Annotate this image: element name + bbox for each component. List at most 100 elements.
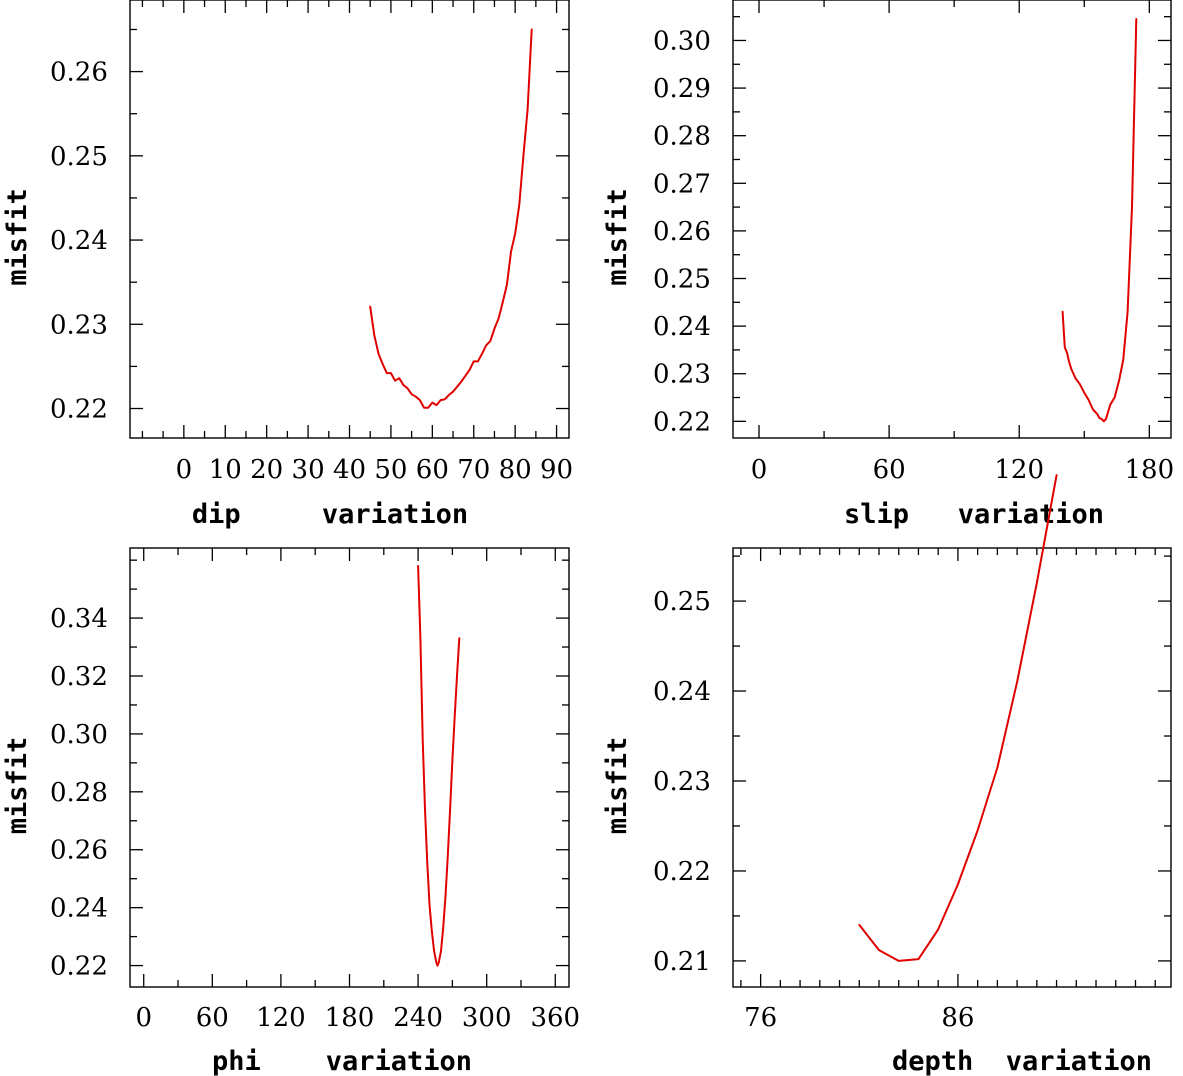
- slip-data-point: [1118, 380, 1120, 382]
- slip-data-point: [1135, 18, 1137, 20]
- depth-y-tick-label: 0.24: [653, 677, 711, 707]
- phi-data-point: [419, 637, 421, 639]
- depth-y-axis-label: misfit: [602, 737, 633, 835]
- slip-x-tick-label: 180: [1124, 455, 1174, 485]
- dip-data-point: [527, 109, 529, 111]
- dip-panel: 0.22 0.23 0.24 0.25 0.26 0 10 20 30 40 50 60 70 80 90 d…: [2, 0, 573, 530]
- slip-y-tick-label: 0.25: [653, 265, 711, 295]
- depth-y-tick-label: 0.22: [653, 857, 711, 887]
- dip-x-tick-label: 10: [209, 455, 242, 485]
- depth-data-point: [858, 924, 860, 926]
- dip-y-axis-label: misfit: [2, 188, 33, 286]
- phi-misfit-curve: [417, 565, 461, 967]
- phi-y-tick-label: 0.26: [50, 836, 108, 866]
- phi-x-tick-label: 180: [325, 1003, 375, 1033]
- dip-x-tick-label: 60: [416, 455, 449, 485]
- phi-data-point: [456, 675, 458, 677]
- dip-data-point: [382, 363, 384, 365]
- dip-data-point: [510, 251, 512, 253]
- phi-data-point: [451, 759, 453, 761]
- slip-data-point: [1105, 418, 1107, 420]
- slip-data-point: [1088, 399, 1090, 401]
- dip-misfit-curve: [369, 28, 533, 409]
- depth-data-point: [917, 958, 919, 960]
- slip-data-point: [1103, 420, 1105, 422]
- phi-x-tick-label: 60: [196, 1003, 229, 1033]
- slip-y-tick-label: 0.22: [653, 407, 711, 437]
- phi-data-point: [447, 855, 449, 857]
- dip-x-axis-label: dip variation: [192, 499, 468, 530]
- dip-data-point: [402, 384, 404, 386]
- phi-data-point: [454, 716, 456, 718]
- dip-data-point: [514, 232, 516, 234]
- depth-x-axis-label: depth variation: [892, 1046, 1152, 1076]
- dip-data-point: [518, 204, 520, 206]
- dip-data-point: [435, 404, 437, 406]
- phi-x-tick-label: 0: [135, 1003, 152, 1033]
- phi-data-point: [422, 739, 424, 741]
- slip-y-tick-label: 0.29: [653, 74, 711, 104]
- dip-data-point: [493, 328, 495, 330]
- dip-x-tick-label: 40: [333, 455, 366, 485]
- slip-misfit-curve: [1061, 18, 1138, 423]
- phi-x-axis-label: phi variation: [212, 1046, 472, 1076]
- phi-x-tick-label: 120: [256, 1003, 306, 1033]
- phi-data-point: [445, 895, 447, 897]
- slip-data-point: [1066, 351, 1068, 353]
- depth-data-point: [996, 767, 998, 769]
- phi-data-point: [449, 808, 451, 810]
- dip-data-point: [386, 372, 388, 374]
- phi-y-tick-label: 0.24: [50, 894, 108, 924]
- phi-data-point: [442, 927, 444, 929]
- depth-data-point: [937, 928, 939, 930]
- depth-x-tick-label: 76: [744, 1003, 777, 1033]
- dip-x-tick-label: 0: [176, 455, 193, 485]
- dip-data-point: [406, 387, 408, 389]
- dip-data-point: [427, 407, 429, 409]
- slip-y-tick-label: 0.30: [653, 26, 711, 56]
- dip-data-point: [477, 360, 479, 362]
- dip-data-point: [423, 407, 425, 409]
- dip-data-point: [464, 375, 466, 377]
- phi-data-point: [438, 962, 440, 964]
- slip-data-point: [1070, 368, 1072, 370]
- slip-data-point: [1101, 418, 1103, 420]
- dip-data-point: [506, 284, 508, 286]
- slip-y-tick-label: 0.26: [653, 217, 711, 247]
- dip-x-tick-label: 80: [499, 455, 532, 485]
- phi-data-point: [429, 904, 431, 906]
- slip-x-tick-label: 60: [873, 455, 906, 485]
- dip-data-point: [460, 381, 462, 383]
- slip-y-tick-label: 0.24: [653, 312, 711, 342]
- slip-plot-frame: [732, 0, 1172, 439]
- dip-data-point: [481, 353, 483, 355]
- dip-data-point: [473, 360, 475, 362]
- dip-x-tick-label: 50: [374, 455, 407, 485]
- phi-x-tick-label: 240: [393, 1003, 443, 1033]
- depth-data-point: [1016, 681, 1018, 683]
- slip-panel: 0.22 0.23 0.24 0.25 0.26 0.27 0.28 0.29 0.30 0 60 1…: [602, 0, 1174, 530]
- phi-data-point: [458, 637, 460, 639]
- slip-y-tick-label: 0.28: [653, 122, 711, 152]
- slip-data-point: [1075, 377, 1077, 379]
- slip-data-point: [1068, 361, 1070, 363]
- dip-data-point: [522, 155, 524, 157]
- dip-x-tick-label: 20: [250, 455, 283, 485]
- depth-x-tick-label: 86: [941, 1003, 974, 1033]
- dip-data-point: [469, 369, 471, 371]
- dip-data-point: [415, 396, 417, 398]
- dip-data-point: [369, 306, 371, 308]
- slip-data-point: [1083, 392, 1085, 394]
- depth-misfit-curve: [858, 474, 1058, 962]
- phi-data-point: [440, 950, 442, 952]
- slip-data-point: [1109, 404, 1111, 406]
- phi-plot-frame: [129, 547, 570, 988]
- slip-data-point: [1079, 383, 1081, 385]
- dip-data-point: [498, 317, 500, 319]
- slip-data-point: [1098, 417, 1100, 419]
- phi-y-tick-label: 0.32: [50, 662, 108, 692]
- dip-x-tick-label: 30: [292, 455, 325, 485]
- slip-y-tick-label: 0.27: [653, 169, 711, 199]
- dip-data-point: [390, 372, 392, 374]
